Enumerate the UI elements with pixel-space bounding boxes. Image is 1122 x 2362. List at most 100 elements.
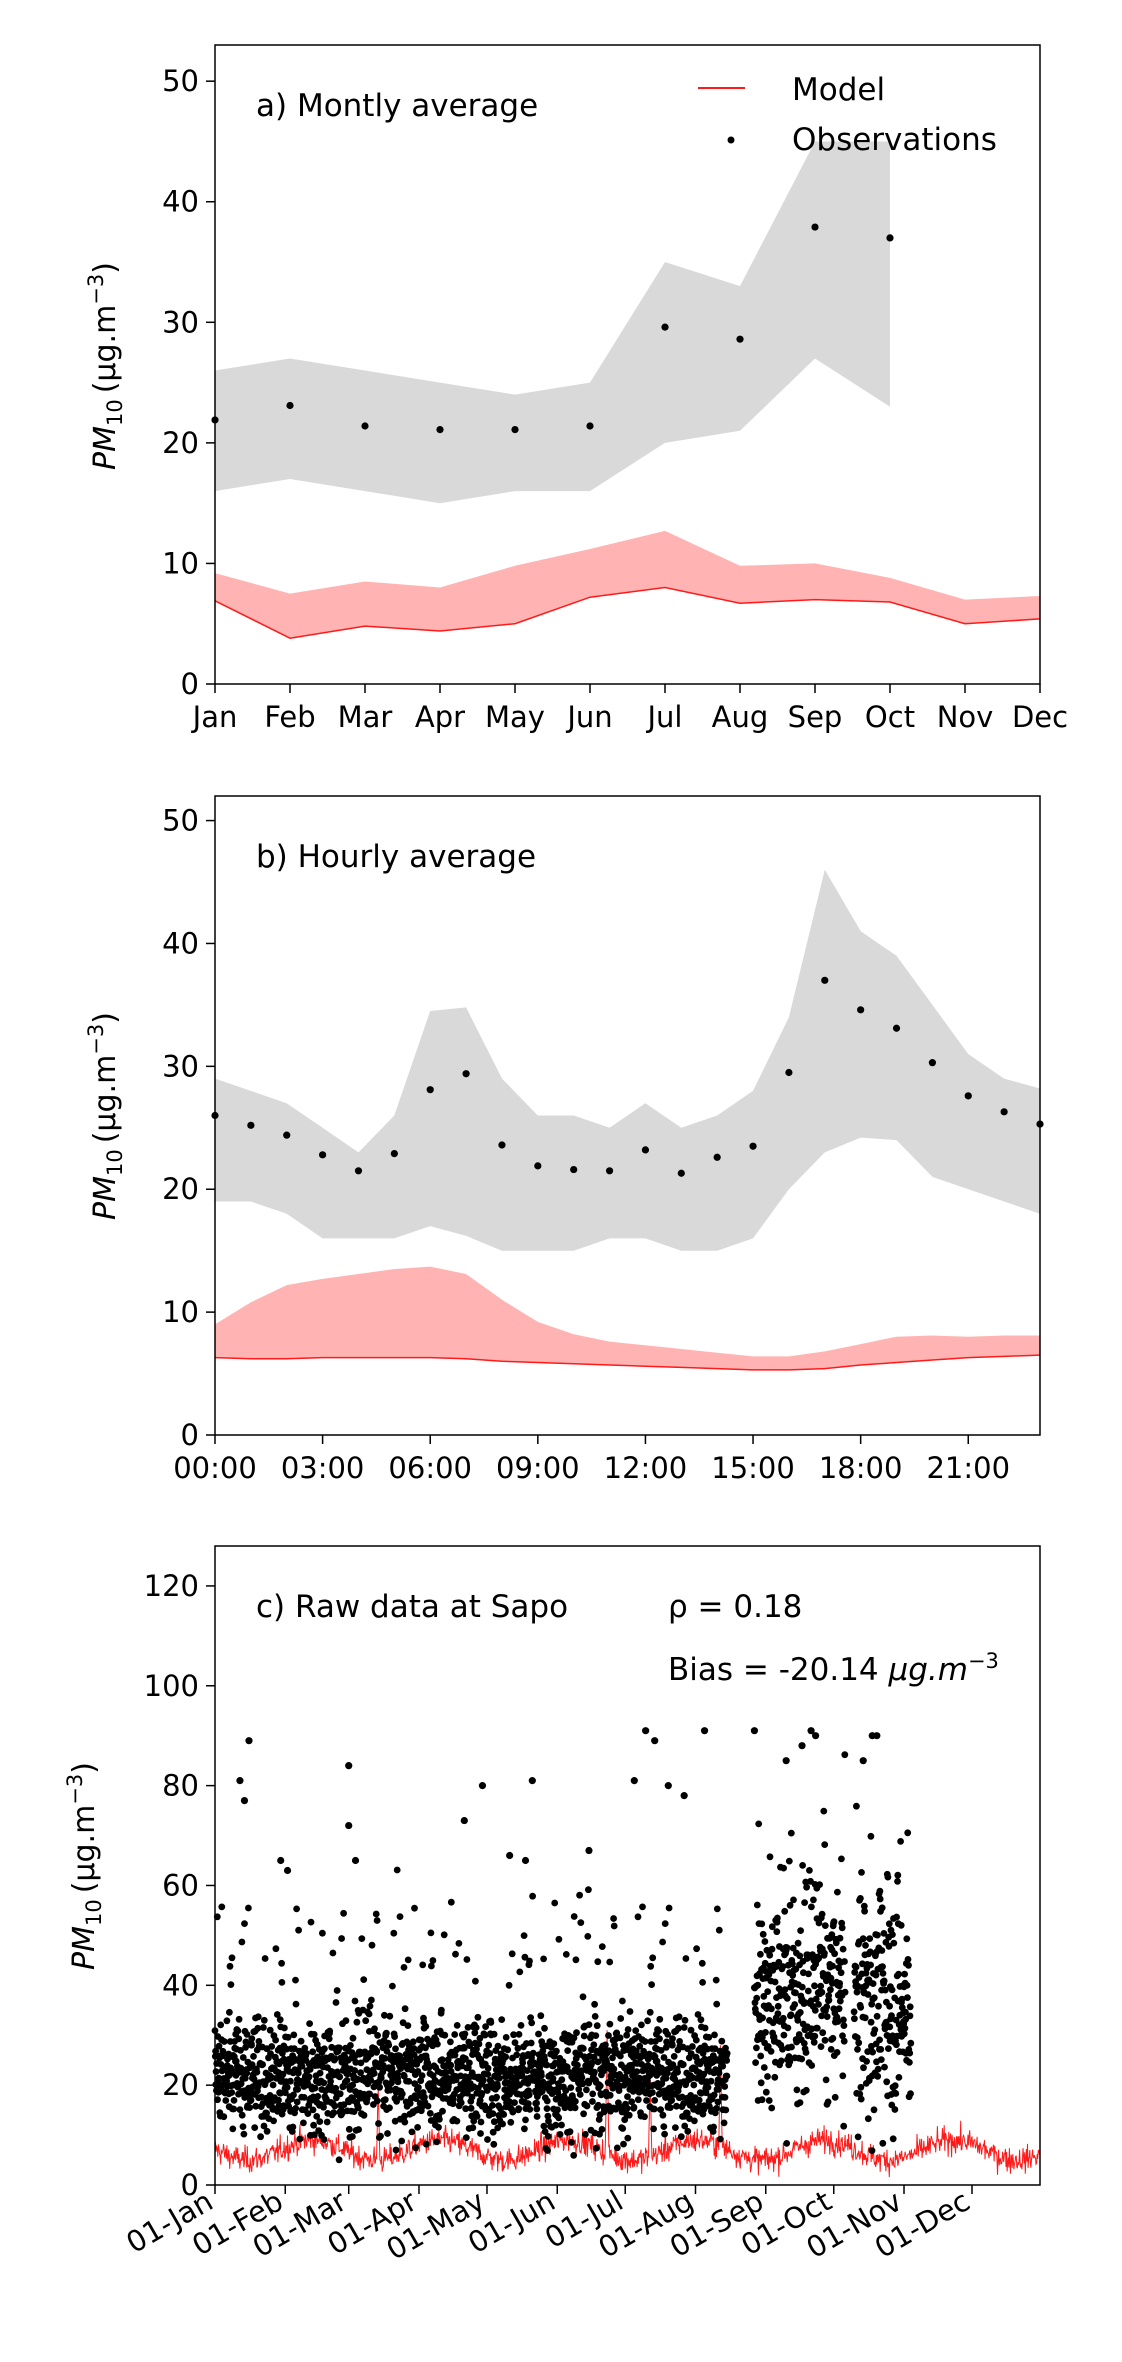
panel-c-obs-point	[505, 1981, 513, 1989]
panel-c-obs-point	[237, 2046, 244, 2054]
panel-c-obs-point	[668, 2096, 676, 2104]
panel-c-obs-point	[248, 2035, 256, 2042]
panel-b-annotation: b) Hourly average	[256, 839, 536, 875]
panel-c-obs-point	[647, 1962, 655, 1970]
panel-c-obs-point	[544, 2133, 552, 2140]
panel-c-obs-point	[313, 2113, 321, 2120]
panel-c-obs-point	[689, 2043, 696, 2050]
panel-c-obs-point	[526, 1957, 533, 1965]
panel-c-obs-point	[788, 2043, 795, 2051]
panel-c-obs-point	[287, 2077, 294, 2085]
panel-c-obs-point	[649, 1954, 657, 1962]
panel-c-obs-point	[661, 1920, 669, 1927]
panel-c-obs-point	[594, 2058, 602, 2066]
panel-c-obs-point	[388, 2065, 396, 2072]
panel-c-obs-point	[755, 1820, 763, 1828]
panel-c-obs-point	[247, 2096, 255, 2104]
panel-a-xtick-label: Sep	[788, 700, 843, 734]
panel-c-obs-point	[418, 2072, 426, 2080]
panel-c-obs-point	[898, 1995, 906, 2003]
panel-c-obs-point	[290, 2091, 297, 2099]
panel-c-obs-point	[238, 1938, 246, 1946]
panel-c-obs-point	[489, 2128, 497, 2136]
panel-c-obs-point	[419, 1961, 427, 1969]
panel-c-obs-point	[415, 2084, 422, 2091]
panel-c-obs-point	[790, 1896, 797, 1904]
panel-c-obs-point	[803, 1883, 810, 1891]
panel-c-obs-point	[680, 2024, 688, 2031]
panel-c-obs-point	[509, 2108, 517, 2116]
panel-c-obs-point	[372, 1910, 380, 1918]
panel-c-obs-point	[374, 2032, 381, 2039]
panel-c-obs-point	[876, 2036, 883, 2044]
panel-b-model-band	[215, 1266, 1040, 1370]
panel-c-obs-point	[610, 1915, 617, 1922]
panel-c-obs-point	[833, 2049, 841, 2056]
panel-c-obs-point	[464, 2024, 472, 2031]
panel-c-obs-point	[779, 2014, 787, 2022]
panel-c-obs-point	[672, 2124, 679, 2132]
panel-c-obs-point	[496, 2074, 503, 2082]
panel-c-obs-point	[278, 1979, 286, 1986]
panel-c-obs-point	[839, 2032, 846, 2040]
panel-c-obs-point	[681, 2122, 689, 2130]
panel-c-obs-point	[592, 2144, 600, 2152]
panel-c-obs-point	[762, 2029, 769, 2036]
panel-c-obs-point	[829, 2034, 837, 2042]
panel-c-obs-point	[676, 2038, 683, 2045]
panel-c-obs-point	[641, 2038, 649, 2045]
panel-c-obs-point	[903, 1935, 911, 1943]
panel-c-obs-peak	[236, 1777, 244, 1785]
panel-c-obs-point	[831, 2093, 839, 2101]
panel-c-obs-point	[840, 2037, 848, 2045]
panel-c-obs-point	[774, 2002, 782, 2010]
panel-c-obs-point	[562, 1951, 570, 1958]
panel-c-obs-point	[670, 2053, 678, 2060]
panel-c-obs-point	[841, 1751, 849, 1759]
panel-c-obs-point	[273, 2011, 281, 2018]
panel-b-obs-point	[641, 1146, 650, 1154]
panel-c-obs-point	[294, 2086, 302, 2093]
panel-c-obs-point	[691, 2117, 698, 2125]
panel-c-obs-point	[786, 1901, 794, 1909]
panel-c-obs-point	[870, 1994, 878, 2002]
panel-c-obs-point	[320, 2136, 328, 2143]
panel-c-obs-point	[572, 2098, 579, 2105]
panel-c-obs-point	[839, 2072, 847, 2080]
panel-c-obs-point	[418, 2103, 426, 2111]
panel-c-obs-point	[357, 2059, 365, 2067]
panel-c-obs-point	[780, 1864, 787, 1872]
panel-c-obs-point	[235, 2035, 243, 2043]
panel-c-obs-point	[278, 1959, 285, 1967]
panel-c-obs-point	[800, 2040, 808, 2047]
panel-a-model-band	[215, 530, 1040, 639]
panel-c-obs-point	[438, 2006, 445, 2014]
legend-model-label: Model	[792, 72, 885, 108]
panel-c-obs-point	[591, 2013, 599, 2020]
panel-c-obs-point	[797, 1927, 804, 1934]
panel-c-obs-point	[754, 1981, 762, 1989]
panel-c-obs-point	[484, 2071, 492, 2078]
panel-b-xtick-label: 06:00	[388, 1451, 472, 1485]
panel-c-obs-point	[668, 2041, 676, 2049]
panel-c-obs-point	[661, 2130, 668, 2138]
panel-c-obs-point	[390, 2058, 397, 2066]
panel-c-obs-point	[529, 1892, 536, 1900]
panel-c-obs-point	[309, 2106, 317, 2114]
panel-c-obs-point	[387, 2086, 394, 2094]
panel-c-obs-point	[412, 2144, 419, 2152]
panel-c-obs-point	[300, 2119, 307, 2127]
panel-c-obs-point	[877, 2056, 885, 2064]
panel-c-obs-point	[223, 2017, 231, 2025]
panel-c-obs-point	[764, 2073, 771, 2080]
panel-c-obs-point	[347, 2042, 354, 2049]
panel-c-obs-point	[575, 2085, 583, 2093]
panel-c-obs-point	[883, 2078, 891, 2086]
panel-c-obs-point	[874, 2065, 882, 2073]
panel-c-obs-point	[757, 2052, 765, 2060]
panel-c-obs-point	[699, 1979, 706, 1986]
panel-b-xtick-label: 21:00	[926, 1451, 1010, 1485]
panel-a-obs-point	[586, 422, 594, 430]
panel-c-obs-point	[267, 2050, 274, 2058]
panel-c-obs-point	[866, 1935, 874, 1942]
